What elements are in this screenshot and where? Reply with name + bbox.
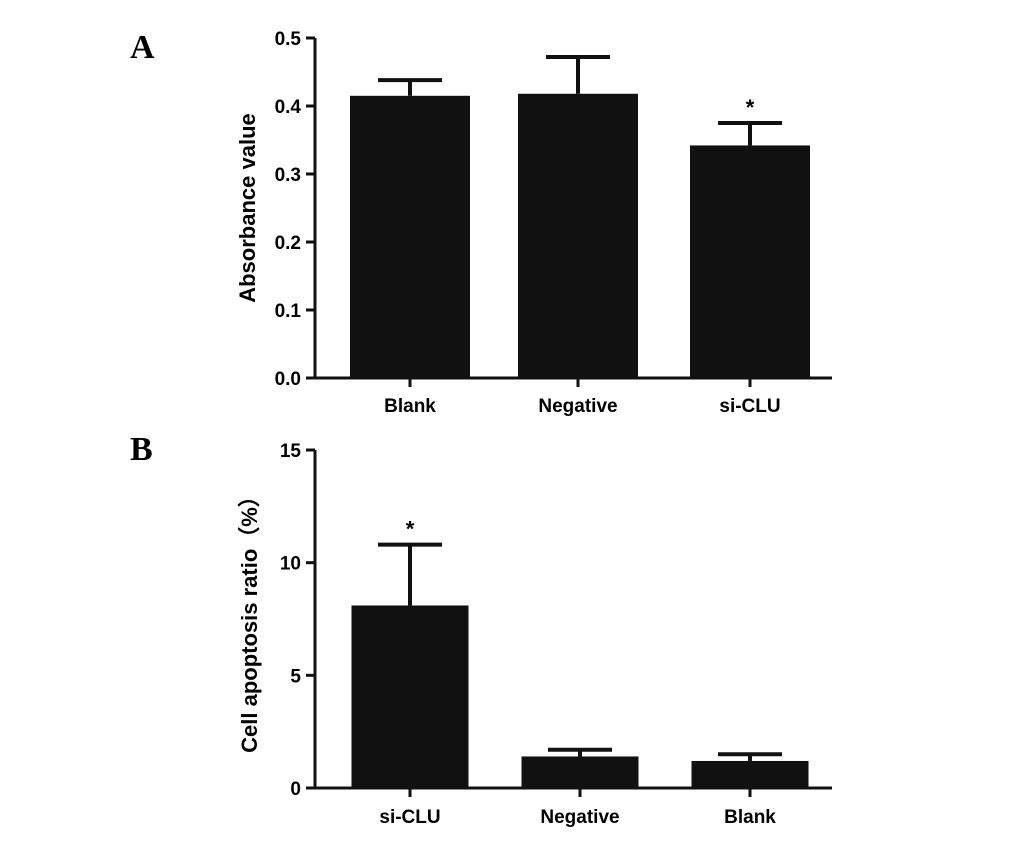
bar-blank (691, 760, 809, 788)
y-tick-label: 10 (280, 554, 301, 575)
y-axis-title: Cell apoptosis ratio（%） (237, 485, 262, 753)
bar-si-clu (351, 605, 469, 788)
y-tick-label: 0.2 (275, 233, 301, 254)
significance-mark: * (406, 517, 415, 542)
x-category-label: Negative (540, 807, 619, 828)
y-tick-label: 0.3 (275, 165, 301, 186)
x-category-label: Blank (384, 396, 436, 417)
y-tick-label: 0.5 (275, 29, 302, 50)
panel-b-chart: 0 5 10 15 Cell apoptosis ratio（%） * si-CLU Nega… (237, 441, 832, 828)
x-category-label: si-CLU (379, 807, 440, 828)
significance-mark: * (746, 95, 755, 120)
x-category-label: si-CLU (719, 396, 780, 417)
y-tick-label: 0.1 (275, 301, 302, 322)
y-tick-label: 0.4 (275, 97, 302, 118)
bar-si-clu (690, 145, 810, 378)
bar-negative (518, 93, 638, 378)
y-tick-label: 0.0 (275, 369, 301, 390)
bar-negative (521, 756, 639, 788)
y-tick-label: 0 (290, 779, 301, 800)
panel-letter-a: A (130, 29, 155, 66)
panel-a-chart: 0.0 0.1 0.2 0.3 0.4 0.5 Absorbance value Blank N… (235, 29, 832, 417)
y-tick-label: 5 (290, 666, 301, 687)
x-category-label: Negative (538, 396, 617, 417)
y-axis-title: Absorbance value (235, 113, 260, 303)
panel-letter-b: B (130, 431, 153, 468)
y-tick-label: 15 (280, 441, 302, 462)
bar-blank (350, 95, 470, 379)
x-category-label: Blank (724, 807, 776, 828)
